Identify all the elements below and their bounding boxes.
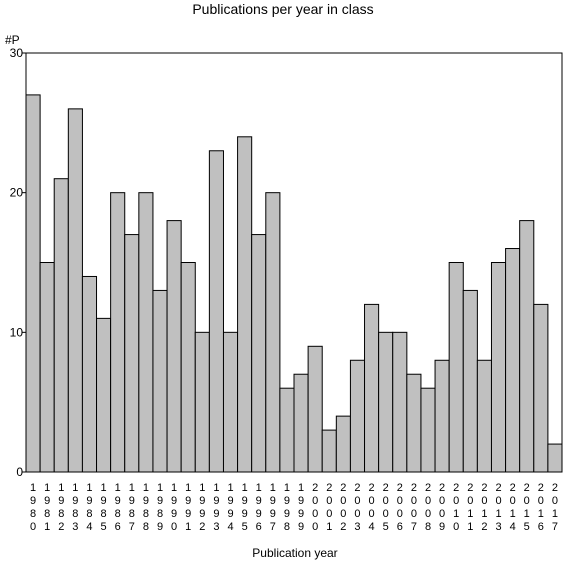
bar-1991 [180,262,196,473]
bar-2004 [364,303,380,473]
bar-2000 [307,345,323,473]
bar-1998 [279,387,295,473]
bar-1994 [222,331,239,473]
bar-1989 [152,289,168,473]
bar-2002 [335,415,351,473]
bar-2009 [434,359,450,473]
bar-2005 [378,331,394,473]
bar-1984 [81,275,98,473]
x-axis-label: Publication year [252,546,337,560]
bar-2001 [321,429,337,473]
bar-2010 [448,262,464,473]
bar-1993 [208,150,224,473]
bar-1996 [251,234,267,473]
bar-2003 [349,359,366,473]
plot-frame [25,52,563,473]
bar-1980 [25,94,41,473]
bar-2008 [420,387,436,473]
y-tick-label: 10 [10,325,24,339]
bar-1986 [110,192,126,473]
x-axis-ticks: 1 9 8 0 1 9 8 1 1 9 8 2 1 9 8 3 1 9 8 4 1 9 8 5 1 9 8 6 1 9 8 7 1 9 8 8 1 9 8 9… [30,482,558,533]
y-axis-label: #P [5,33,20,47]
bar-2016 [533,303,549,473]
y-tick-label: 20 [10,186,24,200]
bar-1997 [265,192,281,473]
bar-2017 [547,443,563,473]
bar-2014 [505,248,521,473]
bar-1983 [67,108,83,473]
bar-1985 [96,317,112,473]
bar-2013 [490,262,507,473]
chart-title: Publications per year in class [192,1,373,17]
y-axis-ticks: 0 10 20 30 [10,46,26,479]
bar-1988 [138,192,154,473]
y-tick-label: 0 [16,465,23,479]
y-tick-label: 30 [10,46,24,60]
bar-1990 [166,220,182,473]
bar-1995 [237,136,253,473]
bar-2015 [519,220,535,473]
bar-2012 [476,359,492,473]
bar-1982 [53,178,69,473]
bar-1992 [194,331,210,473]
bar-2011 [462,289,478,473]
bar-2007 [406,373,422,473]
bar-1981 [39,262,55,473]
bars-group [25,94,563,473]
bar-1987 [124,234,140,473]
bar-2006 [392,331,408,473]
bar-1999 [293,373,309,473]
